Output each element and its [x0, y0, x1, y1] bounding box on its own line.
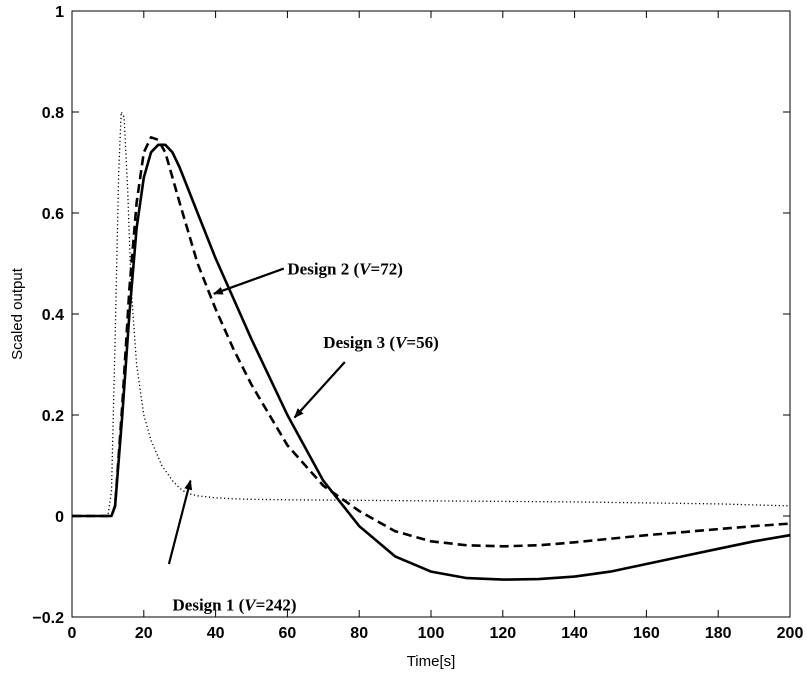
y-axis-title: Scaled output [9, 267, 26, 360]
x-tick-label: 40 [207, 625, 225, 642]
design3-arrow [293, 361, 346, 419]
x-tick-label: 200 [777, 625, 804, 642]
x-tick-label: 180 [705, 625, 732, 642]
design2-label: Design 2 (V=72) [287, 260, 402, 279]
design2-arrow [212, 267, 285, 295]
series-line-design-2 [72, 136, 791, 548]
design1-label: Design 1 (V=242) [173, 595, 297, 614]
axis-ticks: 0 20 40 60 80 100 120 140 160 180 200−0.200.20.40.… [32, 4, 803, 642]
series-layer [72, 111, 791, 581]
y-tick-label: 0.8 [42, 105, 64, 122]
y-tick-label: 0.6 [42, 206, 64, 223]
x-tick-label: 80 [350, 625, 368, 642]
y-tick-label: 1 [55, 4, 64, 21]
x-tick-label: 160 [633, 625, 660, 642]
x-tick-label: 140 [561, 625, 588, 642]
x-axis-title: Time[s] [407, 653, 456, 670]
design1-arrow [167, 479, 193, 565]
y-tick-label: 0.4 [42, 307, 64, 324]
design3-label: Design 3 (V=56) [323, 333, 438, 352]
x-tick-label: 100 [418, 625, 445, 642]
plot-area [71, 10, 791, 618]
x-tick-label: 0 [68, 625, 77, 642]
x-tick-label: 120 [489, 625, 516, 642]
y-tick-label: −0.2 [32, 610, 64, 627]
x-tick-label: 60 [279, 625, 297, 642]
annotations: Design 1 (V=242) Design 2 (V=72) Design 3 … [167, 260, 439, 614]
x-tick-label: 20 [135, 625, 153, 642]
y-tick-label: 0 [55, 509, 64, 526]
y-tick-label: 0.2 [42, 408, 64, 425]
series-line-design-3 [72, 143, 791, 581]
